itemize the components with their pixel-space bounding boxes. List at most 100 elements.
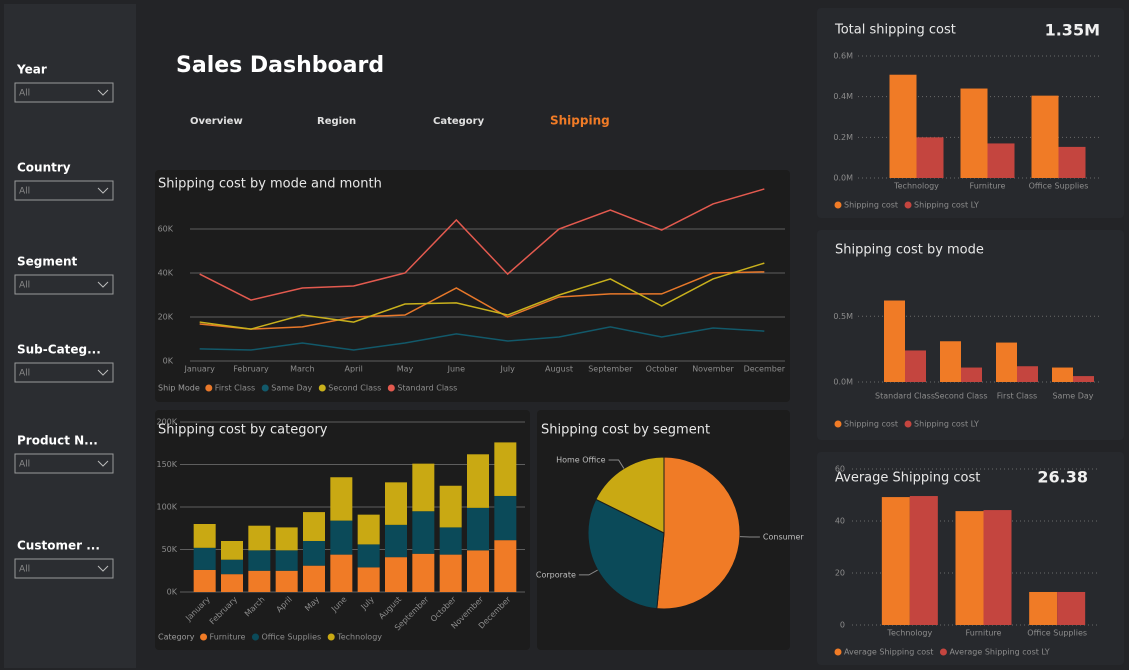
bar-segment: [357, 544, 380, 568]
chart-title: Average Shipping cost: [835, 471, 980, 486]
legend-swatch: [251, 633, 259, 641]
bar-segment: [275, 570, 298, 592]
legend-swatch: [261, 384, 269, 392]
line: [199, 271, 765, 330]
bar-segment: [221, 559, 243, 575]
bar-segment: [221, 574, 243, 592]
bar: [884, 300, 905, 382]
bar-segment: [303, 565, 325, 592]
y-tick-label: 150K: [156, 460, 177, 469]
filter-label: Year: [16, 63, 47, 77]
pie-slice: [656, 456, 741, 610]
legend-label: Average Shipping cost LY: [949, 648, 1049, 657]
legend-label: Second Class: [328, 384, 381, 393]
legend-swatch: [200, 633, 208, 641]
bar: [960, 88, 988, 178]
bar-segment: [248, 550, 271, 571]
tab[interactable]: Category: [433, 116, 485, 127]
dropdown-value: All: [19, 460, 30, 470]
filter-label: Country: [17, 161, 71, 175]
y-tick-label: 0.2M: [833, 133, 853, 142]
x-tick-label: June: [447, 365, 466, 374]
x-tick-label: Furniture: [970, 182, 1006, 191]
dropdown-value: All: [19, 187, 30, 197]
x-tick-label: Office Supplies: [1029, 182, 1089, 191]
filter-label: Product N...: [17, 434, 98, 448]
legend-label: Technology: [336, 633, 382, 642]
dropdown[interactable]: [14, 453, 114, 474]
dropdown-value: All: [19, 281, 30, 291]
bar-segment: [494, 495, 517, 541]
tab[interactable]: Overview: [190, 116, 243, 127]
bar: [1029, 591, 1058, 625]
bar-segment: [412, 511, 435, 554]
y-tick-label: 0K: [163, 357, 174, 366]
dropdown[interactable]: [14, 362, 114, 383]
chevron: [97, 281, 109, 288]
bar-segment: [439, 527, 462, 555]
chart-title: Shipping cost by mode: [835, 243, 984, 258]
bar-segment: [221, 541, 243, 560]
x-tick-label: February: [233, 365, 269, 374]
x-tick-label: November: [692, 365, 734, 374]
kpi-value: 26.38: [1037, 468, 1088, 487]
dropdown[interactable]: [14, 82, 114, 103]
bar-segment: [303, 512, 325, 541]
y-tick-label: 50K: [162, 545, 178, 554]
pie-slice: [587, 498, 665, 610]
chart-title: Shipping cost by mode and month: [158, 177, 382, 192]
x-tick-label: First Class: [997, 392, 1037, 401]
bar-segment: [357, 567, 380, 592]
x-tick-label: Furniture: [966, 629, 1002, 638]
legend-swatch: [834, 201, 842, 209]
bar-segment: [385, 557, 407, 592]
bar: [916, 137, 944, 178]
bar: [881, 497, 910, 625]
chevron: [97, 460, 109, 467]
legend-swatch: [205, 384, 213, 392]
filter-pane: [4, 4, 136, 668]
x-tick-label: Standard Class: [875, 392, 935, 401]
bar-segment: [494, 442, 517, 496]
dropdown[interactable]: [14, 274, 114, 295]
bar: [1017, 366, 1038, 382]
legend-label: First Class: [215, 384, 255, 393]
y-tick-label: 40: [835, 517, 845, 526]
x-tick-label: Second Class: [934, 392, 987, 401]
x-tick-label: August: [545, 365, 573, 374]
dropdown[interactable]: [14, 180, 114, 201]
x-tick-label: September: [588, 365, 633, 374]
tab[interactable]: Region: [317, 116, 356, 127]
bar: [889, 74, 917, 178]
bar-segment: [248, 570, 271, 592]
bar-segment: [275, 550, 298, 571]
bar-segment: [303, 541, 325, 566]
bar: [1031, 95, 1059, 178]
legend-swatch: [939, 648, 947, 656]
dropdown[interactable]: [14, 558, 114, 579]
y-tick-label: 0.0M: [833, 378, 853, 387]
legend-swatch: [327, 633, 335, 641]
filter-label: Segment: [17, 255, 78, 269]
dashboard-title: Sales Dashboard: [176, 53, 384, 78]
legend-label: Average Shipping cost: [844, 648, 933, 657]
tab[interactable]: Shipping: [550, 114, 610, 128]
y-tick-label: 20K: [158, 313, 174, 322]
legend-label: Office Supplies: [261, 633, 321, 642]
bar: [1073, 376, 1094, 382]
y-tick-label: 0K: [167, 588, 178, 597]
bar-segment: [330, 477, 353, 521]
y-tick-label: 40K: [158, 269, 174, 278]
bar: [1052, 367, 1073, 382]
slice-label: Consumer: [763, 533, 805, 542]
y-tick-label: 60: [835, 465, 845, 474]
legend-label: Standard Class: [397, 384, 457, 393]
x-tick-label: July: [499, 365, 515, 374]
x-tick-label: May: [397, 365, 414, 374]
y-tick-label: 0.5M: [833, 312, 853, 321]
y-tick-label: 0.4M: [833, 92, 853, 101]
dropdown-value: All: [19, 89, 30, 99]
y-tick-label: 0.0M: [833, 174, 853, 183]
bar-segment: [467, 550, 489, 592]
